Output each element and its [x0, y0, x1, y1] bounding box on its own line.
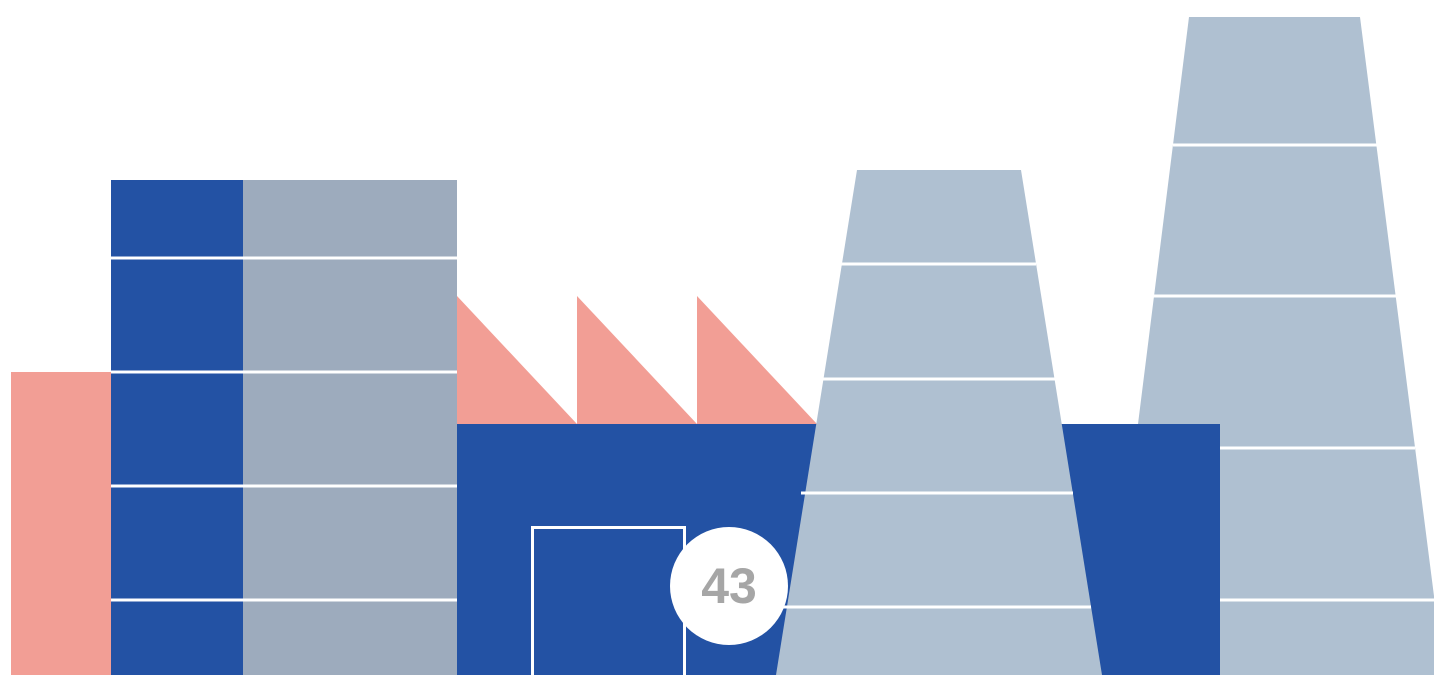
- cooling-tower-middle: [776, 170, 1102, 675]
- office-building: [111, 180, 457, 675]
- cooling-tower-right-dividers: [1153, 143, 1434, 602]
- number-badge-circle: [670, 527, 788, 645]
- roof-tooth-2: [577, 296, 697, 424]
- cooling-tower-middle-shape: [776, 170, 1102, 675]
- sawtooth-roof: [457, 296, 817, 424]
- office-building-blue-column: [111, 180, 243, 675]
- number-badge-value: 43: [701, 558, 757, 614]
- roof-tooth-1: [457, 296, 577, 424]
- roof-tooth-3: [697, 296, 817, 424]
- office-building-floor-dividers: [111, 256, 457, 602]
- cooling-tower-right-shape: [1138, 17, 1434, 675]
- cooling-tower-middle-dividers: [783, 262, 1091, 609]
- number-badge: 43: [670, 527, 788, 645]
- office-building-gray-column: [243, 180, 457, 675]
- cooling-tower-right: [1138, 17, 1434, 675]
- salmon-side-block: [11, 372, 111, 675]
